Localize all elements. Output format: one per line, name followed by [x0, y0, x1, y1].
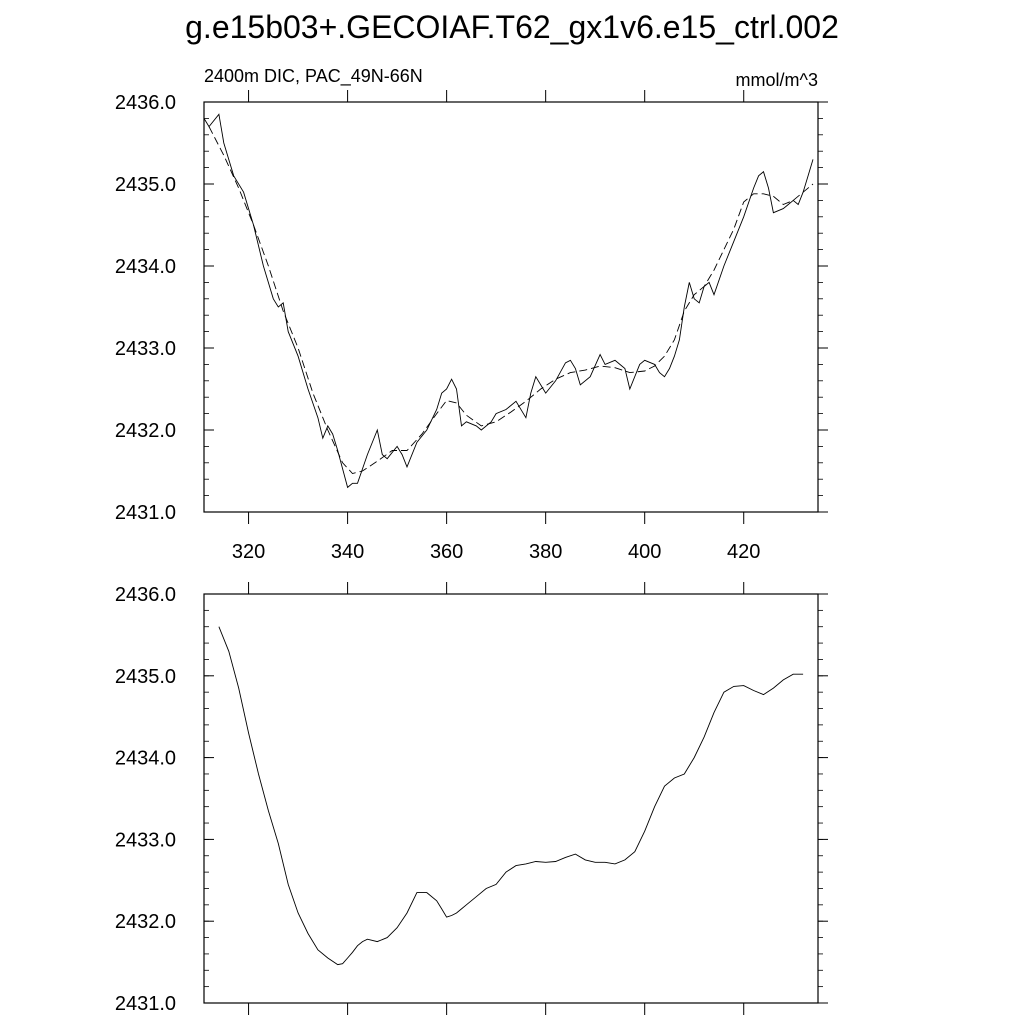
y-tick-label: 2436.0: [115, 92, 176, 114]
series-line-dashed: [208, 126, 814, 475]
x-tick-label: 360: [430, 541, 463, 563]
y-tick-label: 2431.0: [115, 502, 176, 524]
y-tick-label: 2433.0: [115, 829, 176, 851]
y-tick-label: 2431.0: [115, 993, 176, 1015]
top-panel: 2400m DIC, PAC_49N-66N mmol/m^3 2431.0 24…: [115, 66, 828, 563]
y-tick-label: 2433.0: [115, 338, 176, 360]
y-tick-label: 2432.0: [115, 911, 176, 933]
y-tick-label: 2434.0: [115, 748, 176, 770]
series-line-solid: [203, 113, 814, 489]
x-tick-label: 420: [727, 541, 760, 563]
y-tick-label: 2434.0: [115, 256, 176, 278]
y-tick-label: 2432.0: [115, 420, 176, 442]
bottom-panel: 2431.0 2432.0 2433.0 2434.0 2435.0 2436.0: [115, 582, 828, 1015]
series-line-solid: [218, 626, 804, 966]
plot-frame: [203, 593, 819, 1004]
x-tick-label: 340: [331, 541, 364, 563]
y-tick-label: 2435.0: [115, 666, 176, 688]
x-tick-label: 400: [628, 541, 661, 563]
x-tick-label: 380: [529, 541, 562, 563]
x-tick-label: 320: [232, 541, 265, 563]
y-tick-label: 2435.0: [115, 174, 176, 196]
plot-frame: [203, 101, 819, 513]
figure-title: g.e15b03+.GECOIAF.T62_gx1v6.e15_ctrl.002: [185, 9, 839, 45]
top-panel-title: 2400m DIC, PAC_49N-66N: [204, 66, 423, 87]
y-tick-label: 2436.0: [115, 584, 176, 606]
top-panel-units: mmol/m^3: [736, 70, 818, 90]
